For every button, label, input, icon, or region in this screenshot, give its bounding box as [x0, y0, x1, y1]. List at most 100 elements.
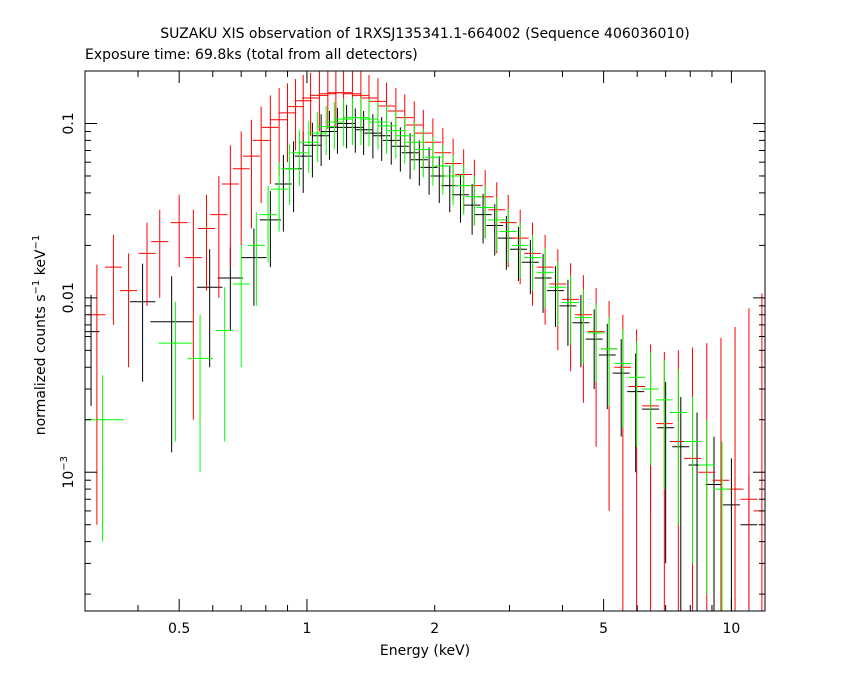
- y-tick-label-base: 10: [61, 471, 77, 489]
- data-point: [424, 136, 442, 186]
- data-point: [628, 341, 646, 447]
- data-point: [391, 127, 409, 172]
- data-point: [274, 154, 292, 232]
- data-point: [373, 116, 391, 161]
- data-point: [216, 287, 234, 442]
- data-point: [585, 309, 603, 390]
- data-point: [600, 316, 618, 406]
- data-point: [259, 185, 277, 263]
- data-point: [463, 183, 481, 235]
- chart-subtitle: Exposure time: 69.8ks (total from all de…: [85, 47, 418, 63]
- data-point: [352, 97, 370, 146]
- series-1: [88, 71, 765, 611]
- data-point: [614, 329, 632, 428]
- data-point: [587, 303, 605, 382]
- data-point: [170, 194, 188, 268]
- x-axis-label: Energy (keV): [380, 643, 470, 659]
- data-point: [722, 458, 740, 611]
- data-point: [672, 397, 690, 611]
- data-point: [287, 78, 305, 151]
- data-point: [396, 115, 414, 164]
- data-point: [698, 419, 716, 595]
- data-point: [549, 261, 567, 326]
- data-point: [320, 110, 338, 160]
- data-point: [536, 248, 554, 308]
- data-point: [405, 121, 423, 171]
- y-tick-label: 0.1: [61, 112, 77, 134]
- data-point: [242, 119, 260, 229]
- data-point: [559, 279, 577, 346]
- data-point: [232, 245, 250, 368]
- data-point: [378, 105, 396, 154]
- data-point: [232, 131, 250, 246]
- data-point: [486, 204, 504, 256]
- data-point: [546, 266, 564, 328]
- data-point: [451, 174, 469, 223]
- data-point: [476, 185, 494, 239]
- data-series-layer: [85, 71, 765, 611]
- data-point: [310, 71, 328, 132]
- data-point: [740, 308, 758, 611]
- data-point: [574, 289, 592, 364]
- data-point: [261, 95, 279, 184]
- data-point: [455, 164, 473, 215]
- data-point: [488, 197, 506, 252]
- data-point: [562, 275, 580, 345]
- x-tick-label: 2: [430, 621, 439, 637]
- y-tick-label-base: 0.1: [61, 112, 77, 134]
- data-point: [534, 254, 552, 313]
- data-point: [369, 101, 387, 150]
- data-point: [387, 110, 405, 159]
- data-point: [360, 99, 378, 147]
- x-tick-label: 10: [722, 621, 740, 637]
- data-point: [410, 140, 428, 186]
- y-axis-label-exponent-1: −1: [31, 280, 42, 295]
- data-point: [279, 83, 297, 163]
- data-point: [88, 264, 106, 525]
- x-tick-label: 1: [302, 621, 311, 637]
- data-point: [294, 74, 312, 141]
- y-axis-label: normalized counts s−1 keV−1: [31, 235, 49, 436]
- data-point: [657, 381, 675, 564]
- data-point: [85, 375, 124, 542]
- data-point: [247, 212, 265, 306]
- y-tick-label-exponent: −3: [59, 456, 70, 471]
- data-point: [713, 441, 731, 611]
- data-point: [270, 162, 288, 232]
- data-point: [434, 145, 452, 195]
- data-point: [524, 234, 542, 291]
- y-axis-label-exponent-2: −1: [31, 235, 42, 250]
- data-point: [511, 222, 529, 278]
- data-point: [335, 99, 353, 147]
- data-point: [151, 209, 169, 298]
- data-point: [259, 191, 281, 268]
- data-point: [499, 209, 517, 263]
- data-point: [509, 226, 527, 281]
- data-point: [312, 114, 330, 167]
- data-point: [325, 101, 343, 150]
- data-point: [138, 222, 156, 306]
- data-point: [309, 112, 327, 163]
- data-point: [210, 175, 228, 298]
- data-point: [521, 239, 539, 295]
- data-point: [382, 121, 400, 165]
- data-point: [465, 175, 483, 226]
- data-point: [290, 129, 308, 186]
- plot-frame: [84, 70, 766, 612]
- data-point: [712, 337, 730, 611]
- data-point: [684, 397, 702, 564]
- chart-title: SUZAKU XIS observation of 1RXSJ135341.1-…: [160, 26, 689, 42]
- data-point: [198, 194, 216, 291]
- data-point: [669, 369, 687, 525]
- data-point: [196, 249, 223, 368]
- y-tick-label-base: 0.01: [61, 282, 77, 313]
- y-axis-label-unit: keV: [33, 249, 49, 280]
- data-point: [184, 209, 202, 420]
- data-point: [705, 436, 723, 611]
- data-point: [120, 253, 138, 368]
- data-point: [241, 228, 267, 306]
- data-point: [300, 120, 318, 174]
